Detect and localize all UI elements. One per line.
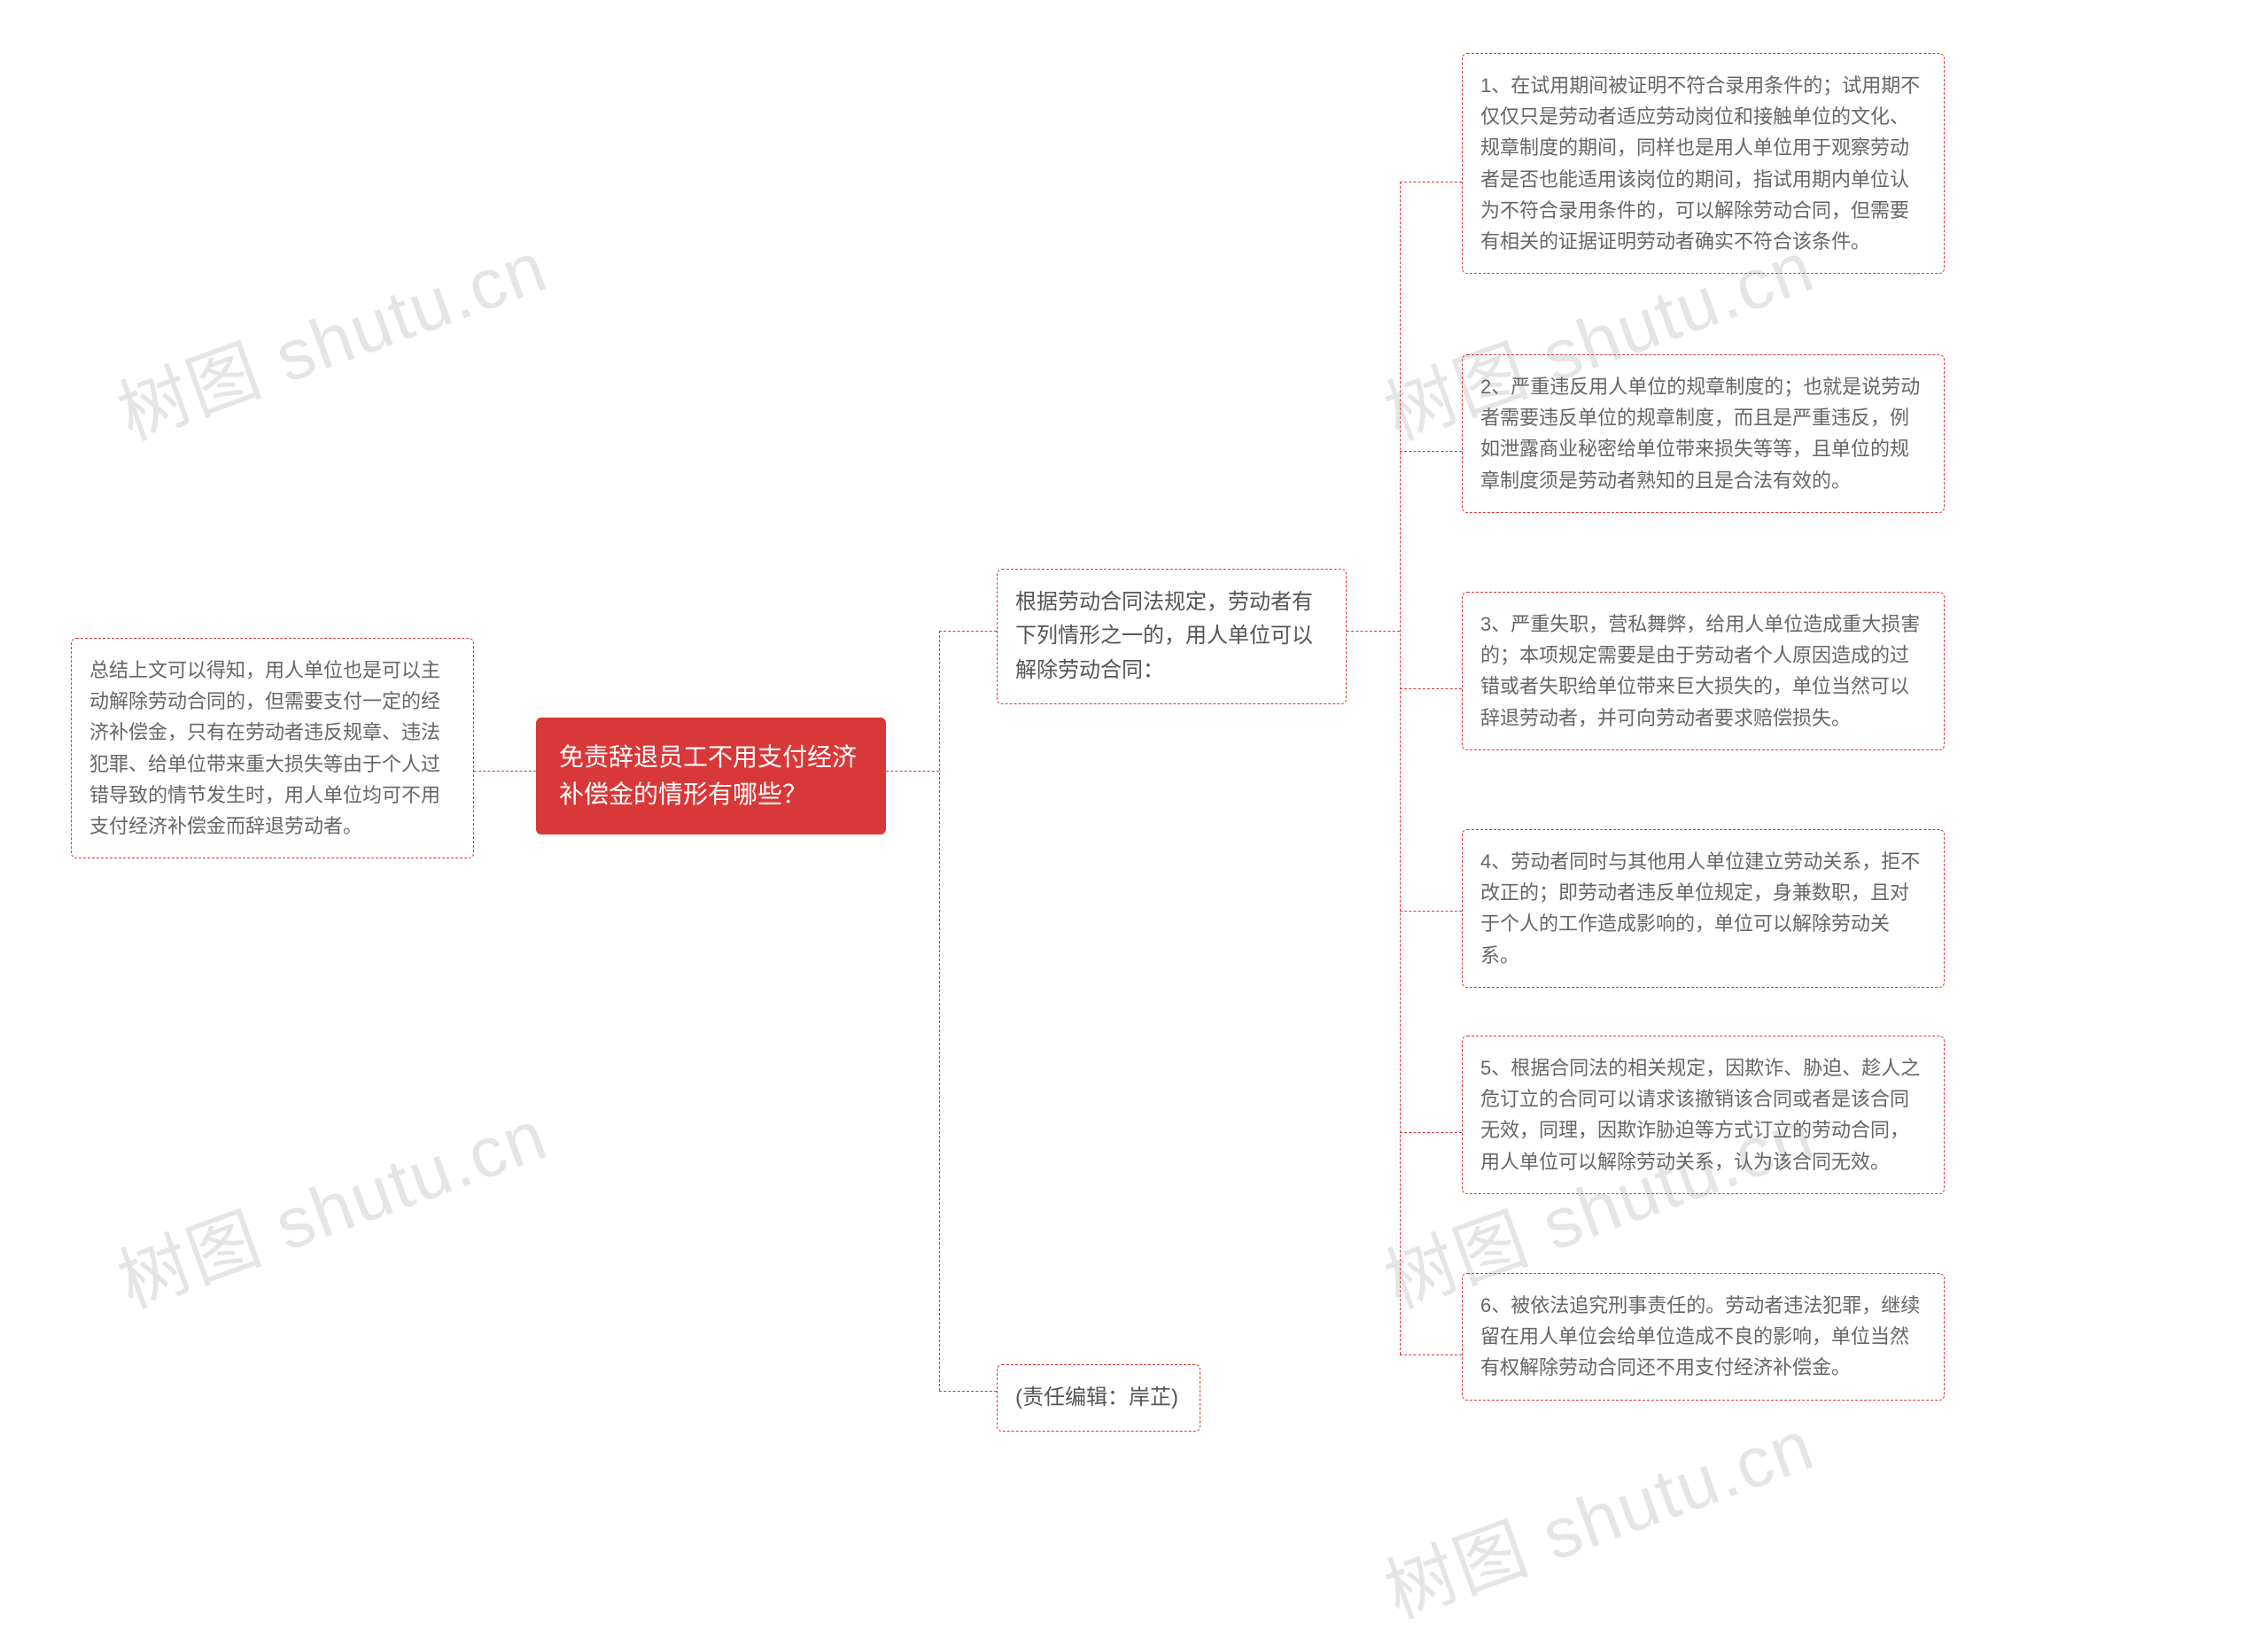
connector	[1400, 688, 1462, 689]
connector	[1400, 1132, 1462, 1133]
connector	[1400, 451, 1462, 452]
connector	[1347, 631, 1400, 632]
mid-node-intro: 根据劳动合同法规定，劳动者有下列情形之一的，用人单位可以解除劳动合同：	[997, 569, 1347, 704]
connector	[939, 1391, 997, 1392]
center-node: 免责辞退员工不用支付经济补偿金的情形有哪些？	[536, 718, 886, 835]
leaf-node-4: 4、劳动者同时与其他用人单位建立劳动关系，拒不改正的；即劳动者违反单位规定，身兼…	[1462, 829, 1945, 988]
summary-node: 总结上文可以得知，用人单位也是可以主动解除劳动合同的，但需要支付一定的经济补偿金…	[71, 638, 474, 858]
connector	[939, 631, 940, 1391]
mid-node-editor: (责任编辑：岸芷)	[997, 1364, 1200, 1432]
connector	[1400, 911, 1462, 912]
watermark: 树图 shutu.cn	[102, 210, 559, 460]
leaf-node-1: 1、在试用期间被证明不符合录用条件的；试用期不仅仅只是劳动者适应劳动岗位和接触单…	[1462, 53, 1945, 274]
leaf-node-6: 6、被依法追究刑事责任的。劳动者违法犯罪，继续留在用人单位会给单位造成不良的影响…	[1462, 1273, 1945, 1401]
watermark: 树图 shutu.cn	[102, 1078, 559, 1328]
watermark: 树图 shutu.cn	[1369, 1388, 1826, 1638]
leaf-node-3: 3、严重失职，营私舞弊，给用人单位造成重大损害的；本项规定需要是由于劳动者个人原…	[1462, 592, 1945, 750]
connector	[886, 771, 939, 772]
leaf-node-5: 5、根据合同法的相关规定，因欺诈、胁迫、趁人之危订立的合同可以请求该撤销该合同或…	[1462, 1036, 1945, 1194]
connector	[939, 631, 997, 632]
connector	[1400, 182, 1401, 1355]
connector	[474, 771, 536, 772]
leaf-node-2: 2、严重违反用人单位的规章制度的；也就是说劳动者需要违反单位的规章制度，而且是严…	[1462, 354, 1945, 513]
